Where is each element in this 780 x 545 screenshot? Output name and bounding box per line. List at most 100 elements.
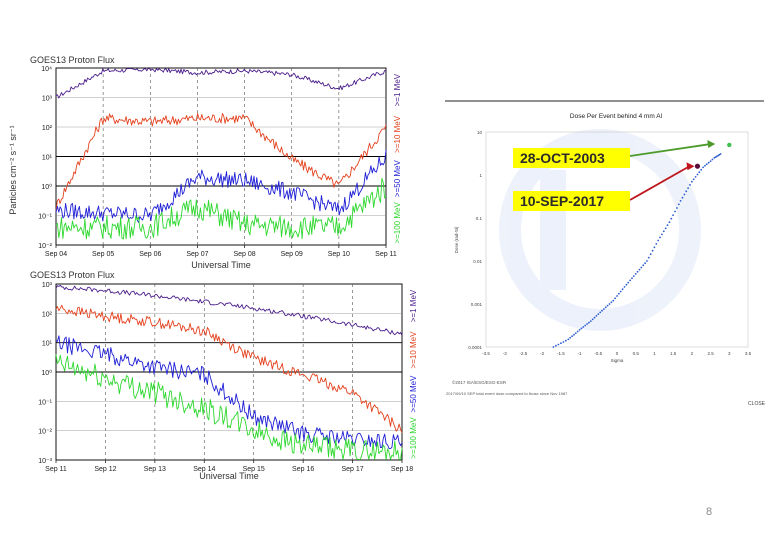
goes-legend-label: >=1 MeV xyxy=(393,73,402,106)
dose-highlight-2017-point xyxy=(694,163,701,169)
dose-x-tick-label: -2.5 xyxy=(520,351,528,356)
dose-point xyxy=(647,256,650,259)
label-2017-background xyxy=(513,191,630,211)
goes-x-tick-label: Sep 04 xyxy=(45,251,67,258)
close-button[interactable]: CLOSE xyxy=(748,401,766,407)
goes-y-tick-label: 10³ xyxy=(42,96,53,103)
dose-point xyxy=(614,297,616,300)
goes-top-y-ticks: 10⁴ 10³ 10² 10¹ 10⁰ 10⁻¹ 10⁻² xyxy=(38,66,52,250)
goes-x-tick-label: Sep 12 xyxy=(94,466,116,473)
dose-point xyxy=(702,166,704,169)
dose-x-tick-label: 0 xyxy=(616,351,619,356)
watermark-logo xyxy=(499,129,701,331)
goes-top-title: GOES13 Proton Flux xyxy=(30,55,115,65)
goes-bottom-x-ticks: Sep 11 Sep 12 Sep 13 Sep 14 Sep 15 Sep 16 Sep … xyxy=(45,460,413,473)
dose-footnote-copyright: ©2017 ISA/ESG/ESG-ESR xyxy=(452,379,507,385)
goes-y-tick-label: 10⁰ xyxy=(41,183,52,191)
dose-point xyxy=(629,279,631,282)
dose-point xyxy=(567,338,570,341)
goes-x-tick-label: Sep 09 xyxy=(281,251,303,258)
goes-series-line-1 xyxy=(55,112,387,211)
dose-point xyxy=(644,262,646,265)
goes-series-line-2 xyxy=(55,335,403,450)
dose-point xyxy=(711,158,714,161)
goes-x-tick-label: Sep 08 xyxy=(233,251,255,258)
dose-point xyxy=(700,168,703,171)
label-2003-text: 28-OCT-2003 xyxy=(520,150,605,166)
dose-x-tick-label: -1.5 xyxy=(557,351,565,356)
goes-x-tick-label: Sep 07 xyxy=(186,251,208,258)
goes-series-line-1 xyxy=(55,304,403,433)
goes-bottom-grid xyxy=(56,284,402,460)
goes-top-legend: >=1 MeV >=10 MeV >=50 MeV >=100 MeV xyxy=(393,73,402,243)
dose-x-tick-label: -3.5 xyxy=(482,351,490,356)
dose-point xyxy=(584,324,587,327)
dose-point xyxy=(683,193,686,196)
goes-x-tick-label: Sep 11 xyxy=(375,251,397,258)
dose-x-tick-label: -2 xyxy=(540,351,544,356)
dose-title: Dose Per Event behind 4 mm Al xyxy=(570,113,663,120)
goes-series-line-3 xyxy=(55,177,387,240)
dose-point xyxy=(589,320,592,322)
dose-point xyxy=(593,316,596,319)
slide-number: 8 xyxy=(706,506,713,518)
dose-point xyxy=(668,221,671,224)
dose-point xyxy=(698,171,701,174)
dose-point xyxy=(694,176,697,178)
label-2017-text: 10-SEP-2017 xyxy=(520,193,604,209)
dose-x-tick-label: 2 xyxy=(691,351,694,356)
goes-legend-label: >=10 MeV xyxy=(393,115,402,153)
goes-legend-label: >=1 MeV xyxy=(409,289,418,322)
dose-ylabel: Dose (rad-Si) xyxy=(454,226,459,253)
dose-point xyxy=(679,200,682,202)
dose-point xyxy=(569,336,572,339)
dose-point xyxy=(608,303,611,305)
goes-x-tick-label: Sep 06 xyxy=(139,251,161,258)
dose-point xyxy=(557,343,560,346)
dose-point xyxy=(601,309,603,312)
dose-point xyxy=(696,173,699,176)
goes-x-tick-label: Sep 16 xyxy=(292,466,314,473)
goes-x-tick-label: Sep 13 xyxy=(144,466,166,473)
goes-y-tick-label: 10² xyxy=(42,125,53,132)
dose-point xyxy=(616,295,618,297)
dose-point xyxy=(687,187,689,190)
dose-point xyxy=(631,277,633,280)
dose-point xyxy=(612,299,615,302)
dose-point xyxy=(681,196,684,199)
dose-x-tick-label: 1 xyxy=(653,351,656,356)
goes-x-tick-label: Sep 05 xyxy=(92,251,114,258)
dose-point xyxy=(691,180,693,183)
goes-y-tick-label: 10¹ xyxy=(42,155,53,162)
dose-point xyxy=(621,288,624,291)
dose-highlight-2003-point xyxy=(727,142,732,148)
dose-point xyxy=(705,163,708,166)
goes-top-chart: GOES13 Proton Flux Particles cm⁻² s⁻¹ sr… xyxy=(8,55,402,270)
dose-point xyxy=(651,249,654,252)
dose-point xyxy=(659,236,661,239)
dose-point xyxy=(662,230,665,233)
dose-point xyxy=(610,301,613,304)
dose-point xyxy=(552,346,555,348)
dose-point xyxy=(646,260,648,262)
dose-point xyxy=(657,239,660,242)
goes-x-tick-label: Sep 17 xyxy=(341,466,363,473)
goes-y-tick-label: 10⁴ xyxy=(41,66,52,73)
arrow-2017-head xyxy=(686,162,695,171)
dose-y-tick-label: 1 xyxy=(479,173,482,178)
dose-points xyxy=(552,153,722,348)
goes-y-tick-label: 10⁰ xyxy=(41,369,52,377)
dose-y-tick-label: 0.01 xyxy=(473,259,482,264)
dose-point xyxy=(719,153,722,155)
dose-point xyxy=(709,160,712,163)
goes-bottom-series xyxy=(55,284,403,460)
dose-point xyxy=(636,270,639,273)
dose-point xyxy=(606,304,609,307)
dose-point xyxy=(666,224,669,227)
goes-bottom-y-ticks: 10³ 10² 10¹ 10⁰ 10⁻¹ 10⁻² 10⁻³ xyxy=(38,282,52,465)
goes-y-tick-label: 10⁻² xyxy=(38,243,52,250)
dose-point xyxy=(604,306,607,309)
dose-point xyxy=(689,184,691,186)
dose-x-tick-label: 3 xyxy=(728,351,731,356)
dose-point xyxy=(661,233,663,236)
